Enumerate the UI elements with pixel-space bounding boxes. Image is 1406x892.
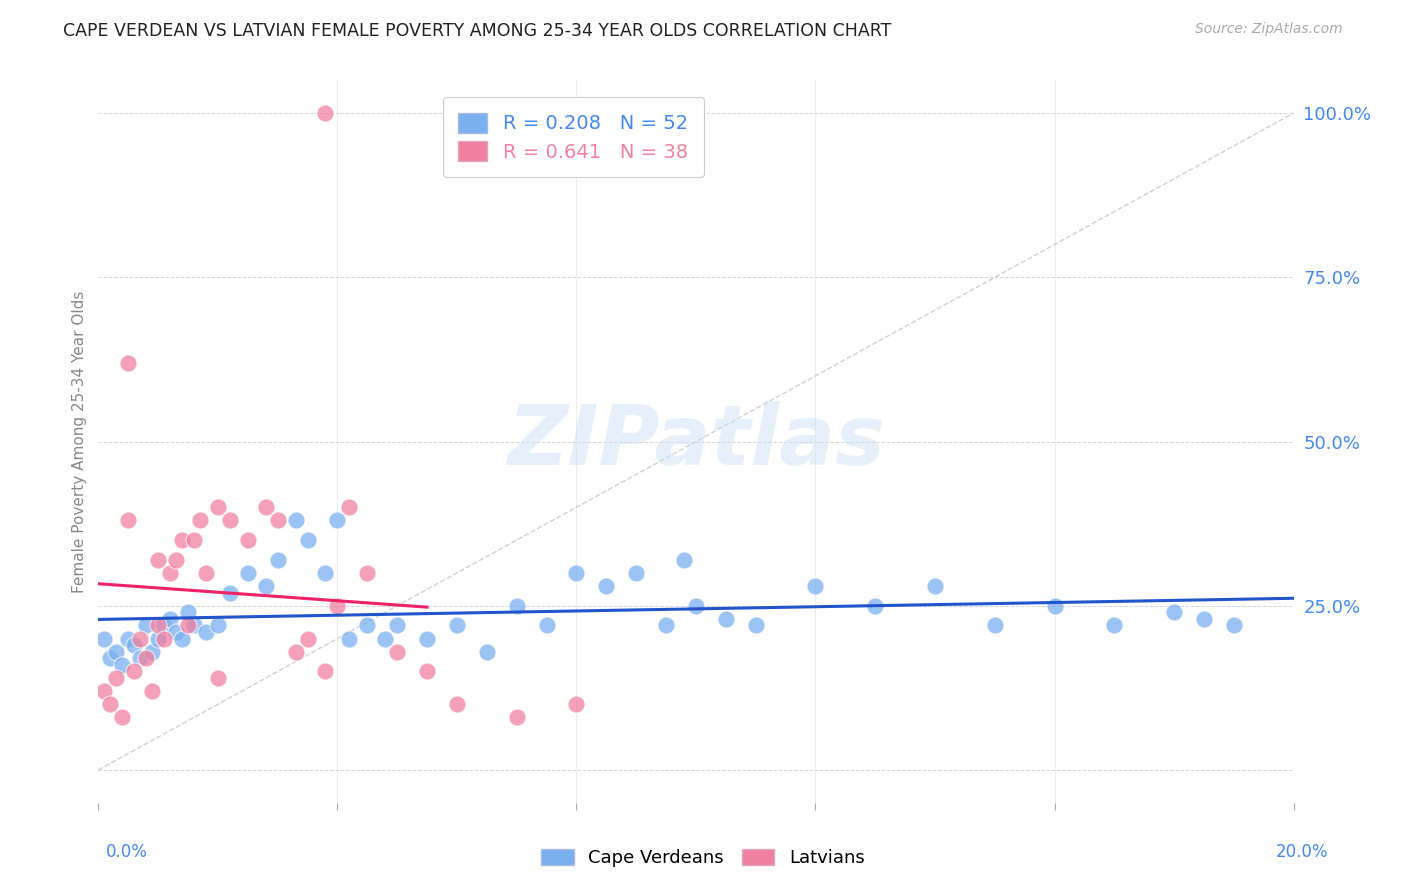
Latvians xyxy=(148,618,170,632)
Latvians xyxy=(93,684,115,698)
Cape Verdeans xyxy=(148,632,170,646)
Cape Verdeans xyxy=(159,612,181,626)
Cape Verdeans xyxy=(129,651,152,665)
Latvians xyxy=(236,533,259,547)
Cape Verdeans xyxy=(673,553,696,567)
Latvians xyxy=(117,513,139,527)
Cape Verdeans xyxy=(865,599,887,613)
Latvians xyxy=(416,665,439,679)
Latvians xyxy=(129,632,152,646)
Latvians xyxy=(98,698,122,712)
Cape Verdeans xyxy=(165,625,187,640)
Latvians xyxy=(207,671,229,685)
Cape Verdeans xyxy=(284,513,307,527)
Cape Verdeans xyxy=(984,618,1007,632)
Cape Verdeans xyxy=(93,632,115,646)
Latvians xyxy=(105,671,128,685)
Cape Verdeans xyxy=(219,585,242,599)
Cape Verdeans xyxy=(1104,618,1126,632)
Cape Verdeans xyxy=(595,579,617,593)
Cape Verdeans xyxy=(536,618,558,632)
Cape Verdeans xyxy=(105,645,128,659)
Latvians xyxy=(219,513,242,527)
Latvians xyxy=(165,553,187,567)
Latvians xyxy=(339,500,361,515)
Cape Verdeans xyxy=(475,645,498,659)
Cape Verdeans xyxy=(685,599,707,613)
Cape Verdeans xyxy=(416,632,439,646)
Text: 0.0%: 0.0% xyxy=(105,843,148,861)
Latvians xyxy=(153,632,176,646)
Latvians xyxy=(385,645,409,659)
Latvians xyxy=(267,513,290,527)
Latvians xyxy=(565,698,588,712)
Cape Verdeans xyxy=(446,618,468,632)
Cape Verdeans xyxy=(655,618,678,632)
Text: 20.0%: 20.0% xyxy=(1277,843,1329,861)
Cape Verdeans xyxy=(1163,605,1185,619)
Cape Verdeans xyxy=(207,618,229,632)
Cape Verdeans xyxy=(626,566,648,580)
Cape Verdeans xyxy=(374,632,396,646)
Legend: R = 0.208   N = 52, R = 0.641   N = 38: R = 0.208 N = 52, R = 0.641 N = 38 xyxy=(443,97,704,178)
Latvians xyxy=(315,106,337,120)
Cape Verdeans xyxy=(1043,599,1066,613)
Latvians xyxy=(254,500,277,515)
Cape Verdeans xyxy=(315,566,337,580)
Cape Verdeans xyxy=(183,618,205,632)
Latvians xyxy=(148,553,170,567)
Cape Verdeans xyxy=(745,618,768,632)
Cape Verdeans xyxy=(326,513,349,527)
Cape Verdeans xyxy=(98,651,122,665)
Latvians xyxy=(124,665,146,679)
Latvians xyxy=(446,698,468,712)
Cape Verdeans xyxy=(177,605,200,619)
Cape Verdeans xyxy=(267,553,290,567)
Cape Verdeans xyxy=(111,657,134,672)
Latvians xyxy=(326,599,349,613)
Cape Verdeans xyxy=(124,638,146,652)
Latvians xyxy=(356,566,378,580)
Cape Verdeans xyxy=(172,632,194,646)
Latvians xyxy=(506,710,529,724)
Latvians xyxy=(177,618,200,632)
Text: CAPE VERDEAN VS LATVIAN FEMALE POVERTY AMONG 25-34 YEAR OLDS CORRELATION CHART: CAPE VERDEAN VS LATVIAN FEMALE POVERTY A… xyxy=(63,22,891,40)
Cape Verdeans xyxy=(1223,618,1246,632)
Latvians xyxy=(111,710,134,724)
Text: ZIPatlas: ZIPatlas xyxy=(508,401,884,482)
Legend: Cape Verdeans, Latvians: Cape Verdeans, Latvians xyxy=(534,841,872,874)
Latvians xyxy=(207,500,229,515)
Cape Verdeans xyxy=(117,632,139,646)
Y-axis label: Female Poverty Among 25-34 Year Olds: Female Poverty Among 25-34 Year Olds xyxy=(72,291,87,592)
Cape Verdeans xyxy=(924,579,946,593)
Latvians xyxy=(297,632,319,646)
Cape Verdeans xyxy=(254,579,277,593)
Cape Verdeans xyxy=(135,618,157,632)
Cape Verdeans xyxy=(356,618,378,632)
Cape Verdeans xyxy=(297,533,319,547)
Cape Verdeans xyxy=(385,618,409,632)
Latvians xyxy=(188,513,211,527)
Cape Verdeans xyxy=(714,612,737,626)
Cape Verdeans xyxy=(236,566,259,580)
Latvians xyxy=(172,533,194,547)
Cape Verdeans xyxy=(804,579,827,593)
Cape Verdeans xyxy=(565,566,588,580)
Cape Verdeans xyxy=(141,645,163,659)
Cape Verdeans xyxy=(153,618,176,632)
Cape Verdeans xyxy=(195,625,218,640)
Latvians xyxy=(159,566,181,580)
Cape Verdeans xyxy=(1192,612,1215,626)
Latvians xyxy=(284,645,307,659)
Latvians xyxy=(195,566,218,580)
Latvians xyxy=(135,651,157,665)
Latvians xyxy=(141,684,163,698)
Text: Source: ZipAtlas.com: Source: ZipAtlas.com xyxy=(1195,22,1343,37)
Latvians xyxy=(183,533,205,547)
Cape Verdeans xyxy=(339,632,361,646)
Cape Verdeans xyxy=(506,599,529,613)
Latvians xyxy=(117,356,139,370)
Latvians xyxy=(315,665,337,679)
